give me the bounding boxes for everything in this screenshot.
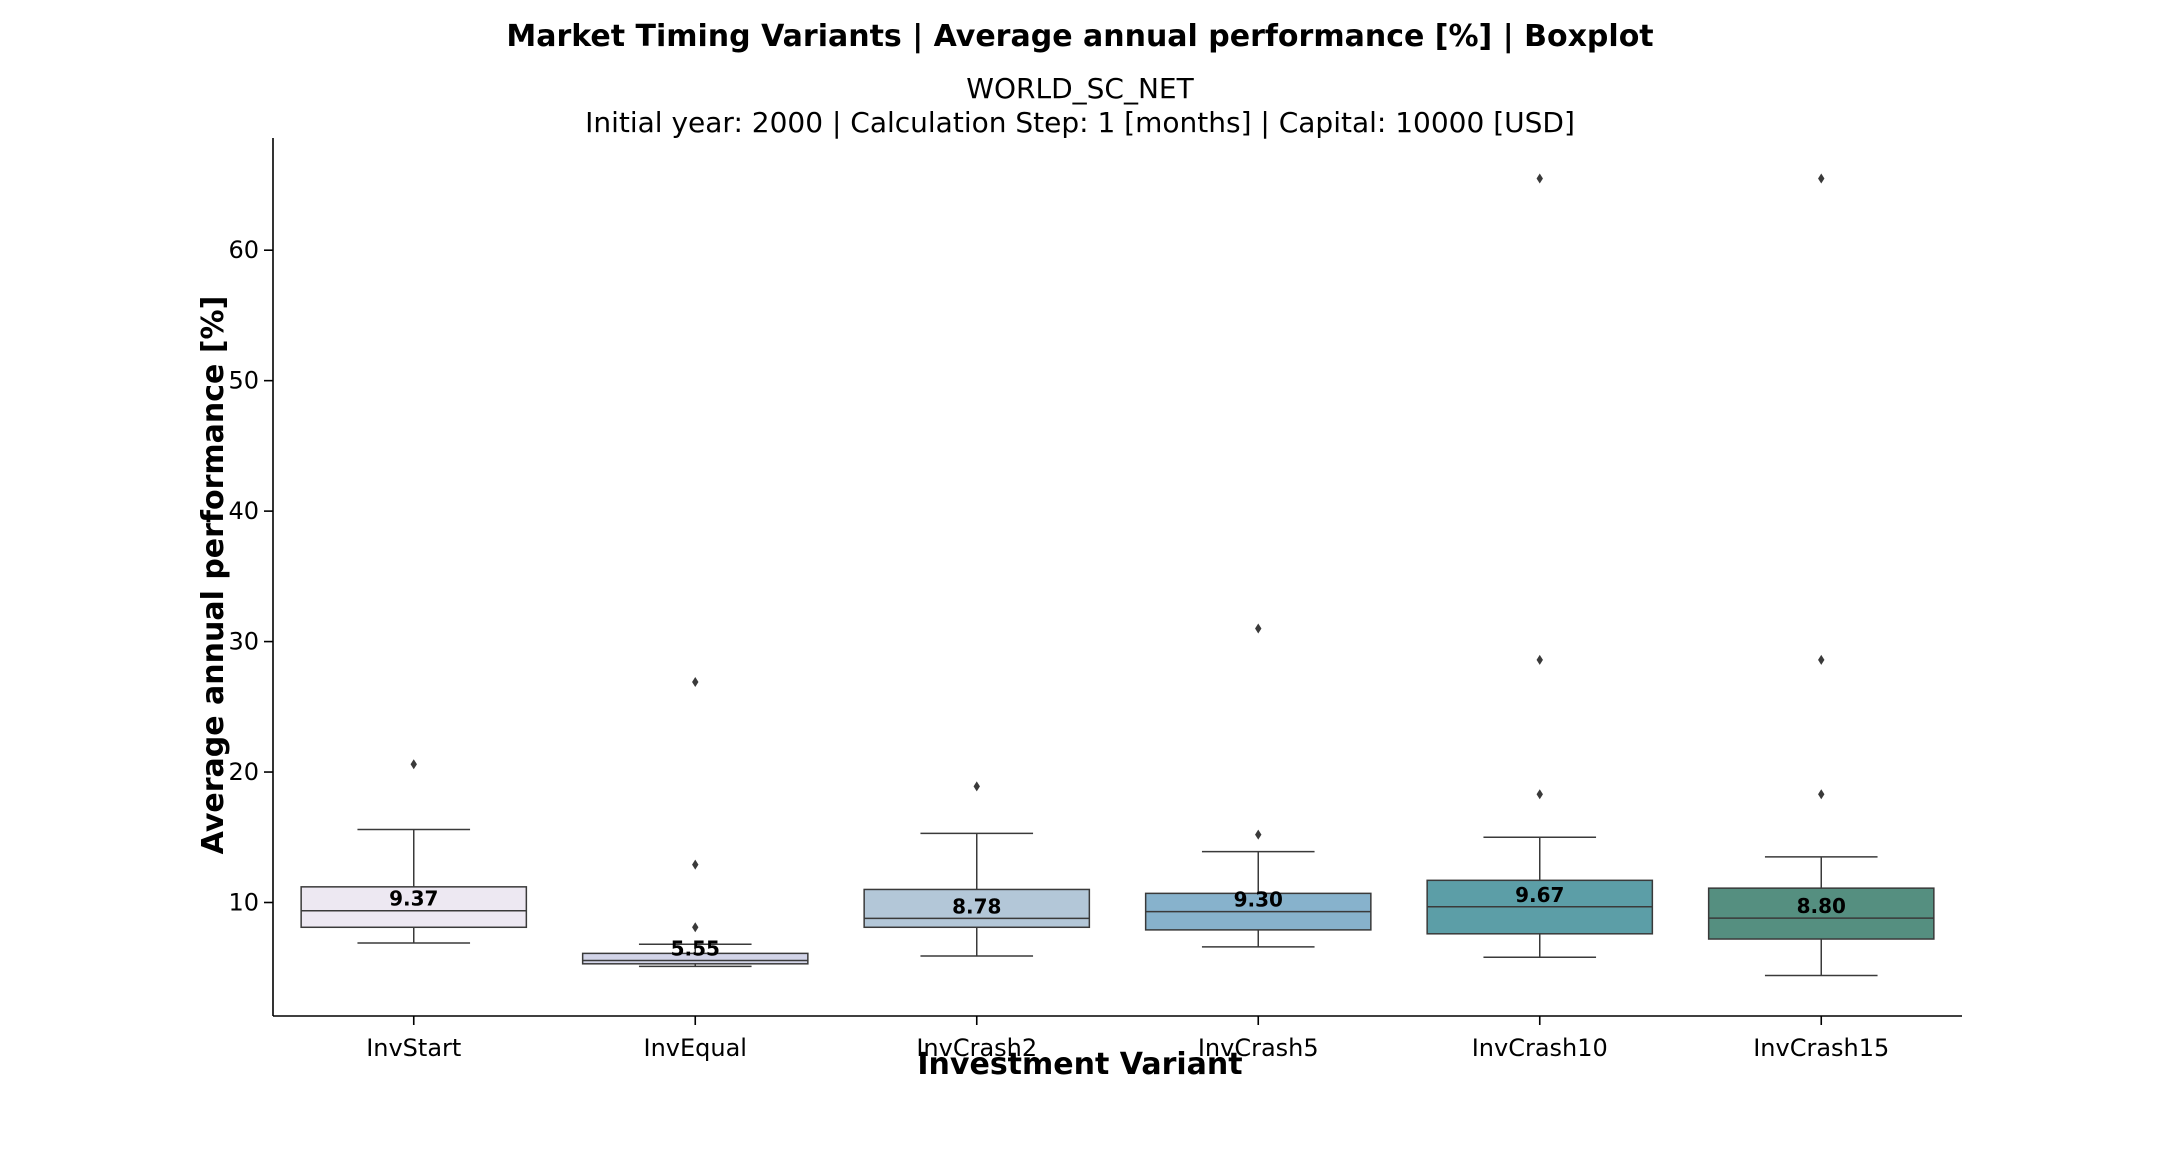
chart-subtitle-dataset: WORLD_SC_NET [966,72,1194,105]
y-tick-label: 40 [228,497,259,525]
outlier-point [1255,623,1262,634]
x-tick-label: InvEqual [644,1034,747,1062]
y-tick-label: 20 [228,758,259,786]
x-tick-label: InvCrash10 [1472,1034,1608,1062]
median-label: 5.55 [671,937,720,961]
outlier-point [1536,173,1543,184]
box-iqr [1707,887,1935,940]
outlier-point [973,781,980,792]
box-iqr [581,952,809,965]
y-tick-label: 50 [228,367,259,395]
plot-area: 9.37 5.55 8.78 9.30 9.67 8.80 [300,173,1935,977]
x-tick-label: InvStart [366,1034,461,1062]
outlier-point [1255,829,1262,840]
outlier-point [692,859,699,870]
outlier-point [692,677,699,688]
outlier-point [1536,789,1543,800]
outlier-point [1818,173,1825,184]
median-label: 9.30 [1234,888,1283,912]
x-tick-label: InvCrash2 [916,1034,1037,1062]
chart-title: Market Timing Variants | Average annual … [506,19,1653,54]
box-iqr [300,886,528,929]
outlier-point [1536,654,1543,665]
box-iqr [863,888,1091,929]
y-axis-label: Average annual performance [%] [196,296,231,855]
box-invcrash10: 9.67 [1426,173,1654,959]
outlier-point [692,922,699,933]
box-invstart: 9.37 [300,759,528,944]
x-tick-label: InvCrash15 [1753,1034,1889,1062]
x-tick-label: InvCrash5 [1198,1034,1319,1062]
median-label: 9.67 [1515,883,1564,907]
outlier-point [1818,654,1825,665]
outlier-point [410,759,417,770]
x-axis-label: Investment Variant [917,1047,1242,1082]
median-label: 9.37 [389,887,438,911]
box-invcrash2: 8.78 [863,781,1091,957]
median-label: 8.78 [952,894,1001,918]
outlier-point [1818,789,1825,800]
axes: 10 20 30 40 50 60 InvStart InvEqual InvCrash2 Inv… [228,138,1962,1062]
y-tick-label: 60 [228,236,259,264]
y-tick-label: 10 [228,888,259,916]
box-invequal: 5.55 [581,677,809,968]
chart-subtitle-parameters: Initial year: 2000 | Calculation Step: 1… [585,106,1575,139]
box-invcrash15: 8.80 [1707,173,1935,977]
box-invcrash5: 9.30 [1144,623,1372,948]
median-label: 8.80 [1797,894,1846,918]
y-tick-label: 30 [228,628,259,656]
